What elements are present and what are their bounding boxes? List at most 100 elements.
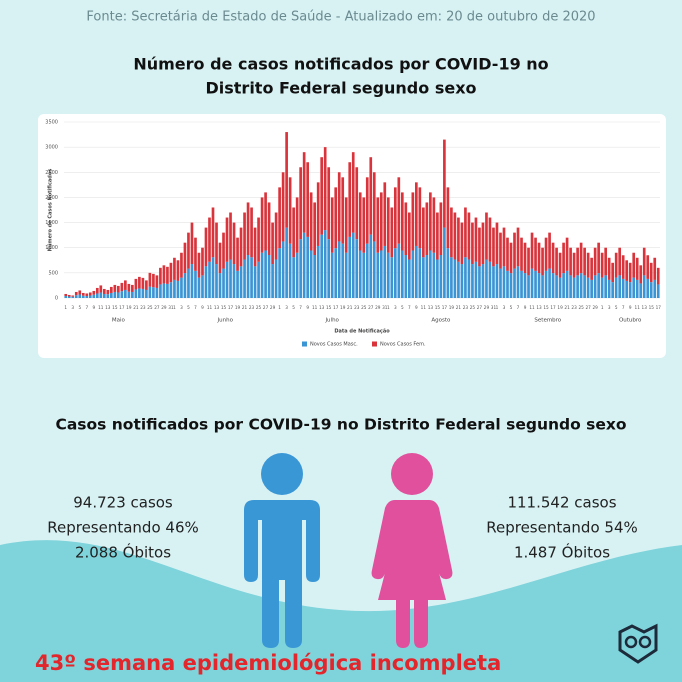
x-tick-label: 15	[649, 305, 655, 310]
bar-segment	[302, 232, 306, 298]
bar-segment	[253, 227, 257, 267]
bar-segment	[257, 261, 260, 298]
bar-segment	[330, 197, 334, 253]
bar-segment	[453, 212, 457, 260]
x-tick-label: 17	[228, 305, 234, 310]
bar-segment	[264, 192, 267, 251]
bar-segment	[460, 264, 464, 298]
x-tick-label: 1	[173, 305, 176, 310]
bar-segment	[422, 257, 425, 298]
x-tick-label: 3	[285, 305, 288, 310]
bar-segment	[537, 273, 541, 298]
x-tick-label: 23	[354, 305, 360, 310]
bar-segment	[457, 217, 460, 262]
bar-segment	[590, 257, 593, 280]
bar-segment	[604, 247, 607, 276]
month-label: Julho	[324, 318, 339, 324]
x-tick-label: 19	[557, 305, 563, 310]
bar-segment	[253, 266, 257, 298]
bar-segment	[109, 292, 113, 298]
x-tick-label: 11	[207, 305, 213, 310]
bar-segment	[393, 187, 397, 249]
bar-segment	[134, 289, 138, 298]
bar-segment	[618, 247, 622, 276]
bar-segment	[173, 279, 176, 298]
bar-segment	[239, 266, 243, 298]
bar-segment	[201, 247, 204, 276]
bar-segment	[243, 259, 246, 298]
bar-segment	[558, 277, 562, 298]
bar-segment	[183, 273, 187, 298]
bar-segment	[194, 237, 197, 271]
bar-segment	[464, 257, 467, 298]
bar-segment	[306, 236, 309, 298]
bar-segment	[530, 268, 534, 298]
bar-segment	[544, 237, 548, 271]
bar-segment	[453, 259, 457, 298]
bar-segment	[302, 152, 306, 233]
bar-segment	[313, 255, 317, 298]
bar-segment	[586, 252, 590, 278]
bar-segment	[415, 245, 418, 298]
bar-segment	[541, 275, 544, 298]
bar-segment	[250, 207, 253, 258]
bar-segment	[513, 232, 516, 269]
bar-segment	[499, 232, 502, 269]
y-tick-label: 500	[48, 270, 58, 276]
bar-segment	[607, 279, 611, 298]
bar-segment	[309, 250, 313, 298]
month-label: Agosto	[431, 318, 451, 324]
bar-segment	[348, 236, 352, 298]
bar-segment	[499, 268, 502, 298]
bar-segment	[138, 276, 141, 289]
banner: 43º semana epidemiológica incompleta	[35, 651, 501, 675]
x-tick-label: 13	[105, 305, 111, 310]
bar-segment	[488, 261, 492, 298]
bar-segment	[194, 270, 197, 298]
bar-segment	[656, 284, 660, 298]
y-tick-label: 2500	[45, 170, 58, 176]
bar-segment	[379, 192, 383, 251]
bar-segment	[180, 252, 183, 278]
bar-segment	[232, 222, 236, 265]
bar-segment	[355, 239, 359, 298]
bar-segment	[204, 227, 208, 267]
bar-segment	[362, 252, 366, 298]
bar-segment	[330, 252, 334, 298]
bar-segment	[257, 217, 260, 262]
bar-segment	[481, 222, 485, 265]
x-tick-label: 27	[585, 305, 591, 310]
bar-segment	[464, 207, 467, 258]
bar-segment	[632, 277, 636, 298]
bar-segment	[492, 227, 495, 267]
bar-segment	[320, 157, 324, 235]
bar-segment	[295, 252, 299, 298]
bar-segment	[124, 280, 127, 290]
bar-segment	[530, 232, 534, 269]
x-tick-label: 7	[517, 305, 520, 310]
bar-segment	[204, 266, 208, 298]
y-tick-label: 2000	[45, 195, 58, 201]
bar-segment	[569, 275, 572, 298]
x-tick-label: 11	[529, 305, 535, 310]
plot: 0 500 1000 1500 2000 2500 3000 3500 Número de Ca…	[45, 120, 661, 348]
bar-segment	[323, 147, 327, 231]
bar-segment	[621, 255, 625, 279]
bar-segment	[523, 273, 527, 298]
bar-segment	[117, 285, 120, 293]
x-tick-label: 31	[382, 305, 388, 310]
bar-segment	[299, 167, 302, 240]
bar-segment	[323, 230, 327, 298]
bar-segment	[288, 177, 292, 244]
bar-segment	[443, 227, 446, 298]
x-tick-label: 31	[168, 305, 174, 310]
bar-segment	[523, 242, 527, 274]
x-tick-label: 29	[484, 305, 490, 310]
female-stat: 111.542 casos	[507, 494, 616, 512]
bar-segment	[148, 286, 152, 298]
bar-segment	[379, 250, 383, 298]
bar-segment	[362, 197, 366, 253]
bar-segment	[485, 259, 488, 298]
bar-segment	[225, 217, 229, 262]
bar-segment	[145, 280, 148, 290]
